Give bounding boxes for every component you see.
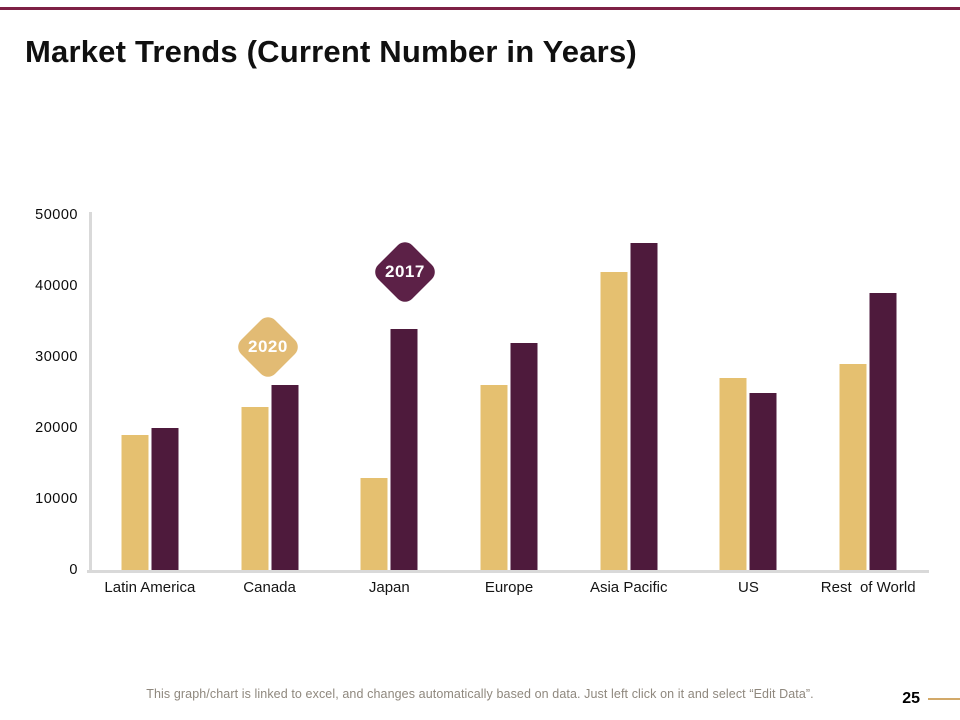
x-axis-category-label: Japan [368,579,410,596]
bar-2017-japan[interactable] [390,328,418,570]
bar-group: US [689,215,809,596]
y-axis-tick-label: 40000 [35,278,78,294]
bar-pair [121,428,179,570]
bar-group: Japan [329,215,449,596]
bar-2020-japan[interactable] [360,477,388,570]
bar-2017-latin-america[interactable] [151,428,179,570]
y-axis-line [89,212,92,572]
page-number-block: 25 [902,690,960,708]
bar-2017-europe[interactable] [510,342,538,570]
bar-pair [839,293,897,570]
y-axis-tick-label: 20000 [35,420,78,436]
y-axis-tick-label: 10000 [35,491,78,507]
x-axis-category-label: Rest of World [820,579,916,596]
top-accent-line [0,7,960,10]
x-axis-category-label: Canada [243,579,296,596]
x-axis-category-label: Latin America [104,579,196,596]
x-axis-category-label: Asia Pacific [589,579,668,596]
bar-pair [600,243,658,570]
footer-note: This graph/chart is linked to excel, and… [146,687,814,701]
bar-2017-rest-of-world[interactable] [869,293,897,570]
y-axis-tick-label: 30000 [35,349,78,365]
bar-2017-us[interactable] [749,392,777,570]
y-axis-tick-label: 0 [69,562,78,578]
slide-title: Market Trends (Current Number in Years) [25,34,637,69]
bar-group: Rest of World [808,215,928,596]
bar-group: Asia Pacific [569,215,689,596]
legend-2017-label: 2017 [385,261,425,281]
bar-2017-asia-pacific[interactable] [630,243,658,570]
bar-pair [719,378,777,570]
x-axis-line [87,570,929,573]
bar-pair [360,328,418,570]
bar-pair [241,385,299,570]
x-axis-category-label: US [738,579,759,596]
bar-pair [480,342,538,570]
legend-2020-label: 2020 [248,336,288,356]
bar-2020-latin-america[interactable] [121,435,149,570]
x-axis-category-label: Europe [484,579,534,596]
page-number-accent-line [928,698,960,700]
bar-2020-rest-of-world[interactable] [839,364,867,570]
y-axis-tick-labels: 0 10000 20000 30000 40000 50000 [18,207,78,578]
page-number: 25 [902,690,920,707]
bar-2020-us[interactable] [719,378,747,570]
plot-area: Latin America Canada Japan Europe Asia Pacif… [90,215,928,596]
bar-2020-europe[interactable] [480,385,508,570]
bar-2020-asia-pacific[interactable] [600,271,628,570]
bar-group: Latin America [90,215,210,596]
bar-group: Europe [449,215,569,596]
y-axis-tick-label: 50000 [35,207,78,223]
bar-2017-canada[interactable] [271,385,299,570]
bar-group: Canada [210,215,330,596]
bar-2020-canada[interactable] [241,406,269,570]
